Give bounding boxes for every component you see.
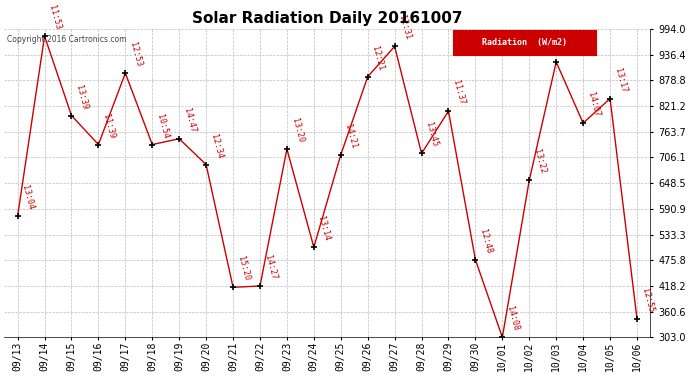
Text: 12:21: 12:21 bbox=[371, 45, 386, 71]
Text: 14:07: 14:07 bbox=[586, 91, 601, 118]
Text: 12:55: 12:55 bbox=[640, 287, 655, 313]
Text: 12:53: 12:53 bbox=[128, 41, 144, 68]
Text: 14:21: 14:21 bbox=[344, 123, 359, 150]
Text: 14:27: 14:27 bbox=[263, 254, 278, 280]
Text: 13:14: 13:14 bbox=[317, 215, 332, 242]
Text: 14:47: 14:47 bbox=[182, 107, 197, 134]
Text: 15:20: 15:20 bbox=[236, 255, 251, 282]
Text: 11:39: 11:39 bbox=[101, 113, 117, 139]
Text: 10:54: 10:54 bbox=[155, 113, 170, 139]
Text: 13:22: 13:22 bbox=[532, 148, 547, 175]
Text: 11:37: 11:37 bbox=[451, 79, 466, 106]
Title: Solar Radiation Daily 20161007: Solar Radiation Daily 20161007 bbox=[192, 11, 462, 26]
Text: 12:55: 12:55 bbox=[559, 30, 574, 57]
Text: 13:04: 13:04 bbox=[20, 184, 35, 211]
Text: 13:20: 13:20 bbox=[290, 117, 305, 144]
Text: 13:39: 13:39 bbox=[75, 84, 89, 110]
Text: Copyright 2016 Cartronics.com: Copyright 2016 Cartronics.com bbox=[8, 35, 127, 44]
Text: 12:48: 12:48 bbox=[478, 228, 493, 254]
Text: 13:17: 13:17 bbox=[613, 67, 628, 93]
Text: 13:45: 13:45 bbox=[424, 122, 440, 148]
Text: 14:08: 14:08 bbox=[505, 306, 520, 332]
Text: 12:31: 12:31 bbox=[397, 15, 413, 41]
Text: 11:53: 11:53 bbox=[47, 4, 62, 31]
Text: 12:34: 12:34 bbox=[209, 133, 224, 159]
